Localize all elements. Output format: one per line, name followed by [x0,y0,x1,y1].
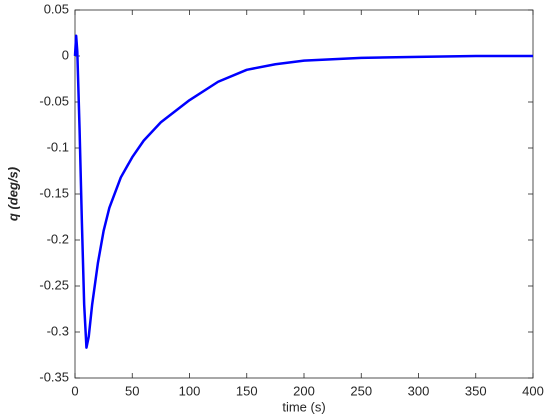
data-line [73,34,533,349]
y-axis-label: q (deg/s) [5,167,20,221]
y-tick-label: 0 [62,47,69,62]
x-axis-label: time (s) [282,399,325,414]
y-tick-label: -0.15 [39,185,69,200]
x-tick-label: 0 [71,383,78,398]
x-tick-label: 300 [408,383,430,398]
x-tick-label: 100 [179,383,201,398]
plot-box [74,9,534,379]
x-tick-label: 350 [465,383,487,398]
y-tick-label: -0.25 [39,277,69,292]
y-tick-label: -0.35 [39,369,69,384]
y-tick-label: -0.1 [47,139,69,154]
x-tick-label: 200 [293,383,315,398]
y-tick-label: 0.05 [44,1,69,16]
x-tick-label: 400 [522,383,544,398]
y-tick-label: -0.2 [47,231,69,246]
x-tick-label: 150 [236,383,258,398]
x-tick-label: 50 [125,383,139,398]
x-tick-label: 250 [350,383,372,398]
y-tick-label: -0.05 [39,93,69,108]
y-tick-label: -0.3 [47,323,69,338]
